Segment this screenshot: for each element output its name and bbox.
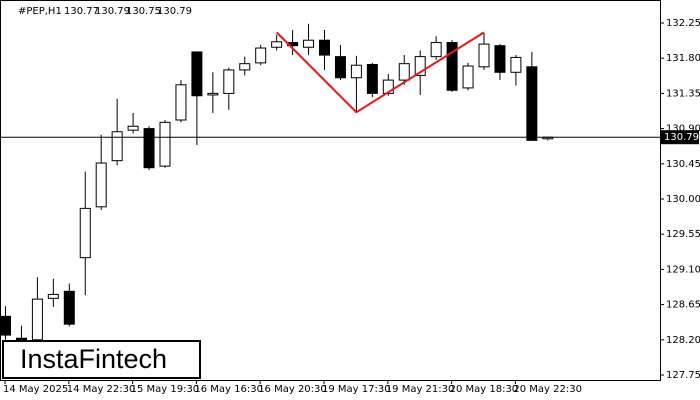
candle-body [63,290,75,325]
candle-body [255,47,267,64]
candle-body [478,43,490,68]
symbol: #PEP,H1 [18,6,62,17]
candle-body [47,293,59,299]
x-tick-label: 14 May 2025 [3,384,68,395]
x-tick-label: 20 May 22:30 [513,384,582,395]
ohlc-open: 130.77 [64,6,99,17]
candle-body [334,56,346,79]
candle-body [526,66,538,141]
x-tick-label: 19 May 17:30 [322,384,391,395]
price-label: 130.79 [664,132,699,143]
candle-body [95,162,107,208]
x-tick-label: 16 May 20:30 [258,384,327,395]
y-tick-label: 130.90 [666,124,700,135]
x-tick-label: 14 May 22:30 [67,384,136,395]
candle-body [462,65,474,89]
candle-body [127,125,139,131]
pattern-line [275,31,485,114]
x-tick-label: 16 May 16:30 [194,384,263,395]
candle-body [366,63,378,94]
logo: InstaFintech [20,344,167,374]
logo-box [2,340,201,379]
ohlc-low: 130.75 [126,6,161,17]
candle-body [303,39,315,48]
candle-body [175,84,187,121]
y-tick-label: 128.65 [666,300,700,311]
candle-body [79,207,91,259]
candle-body [494,45,506,73]
candle-body [159,121,171,167]
candle-body [271,41,283,48]
x-tick-label: 15 May 19:30 [131,384,200,395]
candle-body [111,131,123,162]
candle-body [239,63,251,71]
plot-frame [0,0,661,381]
candle-body [143,128,155,169]
y-tick-label: 129.10 [666,264,700,275]
x-tick-label: 20 May 18:30 [450,384,519,395]
candle-body [319,39,330,56]
candle-body [207,92,219,96]
candle-body [191,51,203,97]
ohlc-high: 130.79 [95,6,130,17]
candle-body [430,42,442,58]
candle-body [398,63,410,81]
candle-body [414,56,426,76]
y-tick-label: 127.75 [666,370,700,381]
y-tick-label: 129.55 [666,229,700,240]
candle-body [510,56,522,73]
candle-body [31,298,43,341]
candle-body [350,64,362,79]
candle-body [446,42,458,91]
y-tick-label: 131.80 [666,53,700,64]
ohlc-close: 130.79 [157,6,192,17]
x-tick-label: 19 May 21:30 [386,384,455,395]
y-tick-label: 128.20 [666,335,700,346]
y-tick-label: 132.25 [666,18,700,29]
price-label-box [661,130,699,145]
y-tick-label: 130.45 [666,159,700,170]
y-tick-label: 130.00 [666,194,700,205]
candle-body [223,69,235,94]
y-tick-label: 131.35 [666,88,700,99]
candle-body [15,337,27,341]
candle-body [0,315,11,336]
